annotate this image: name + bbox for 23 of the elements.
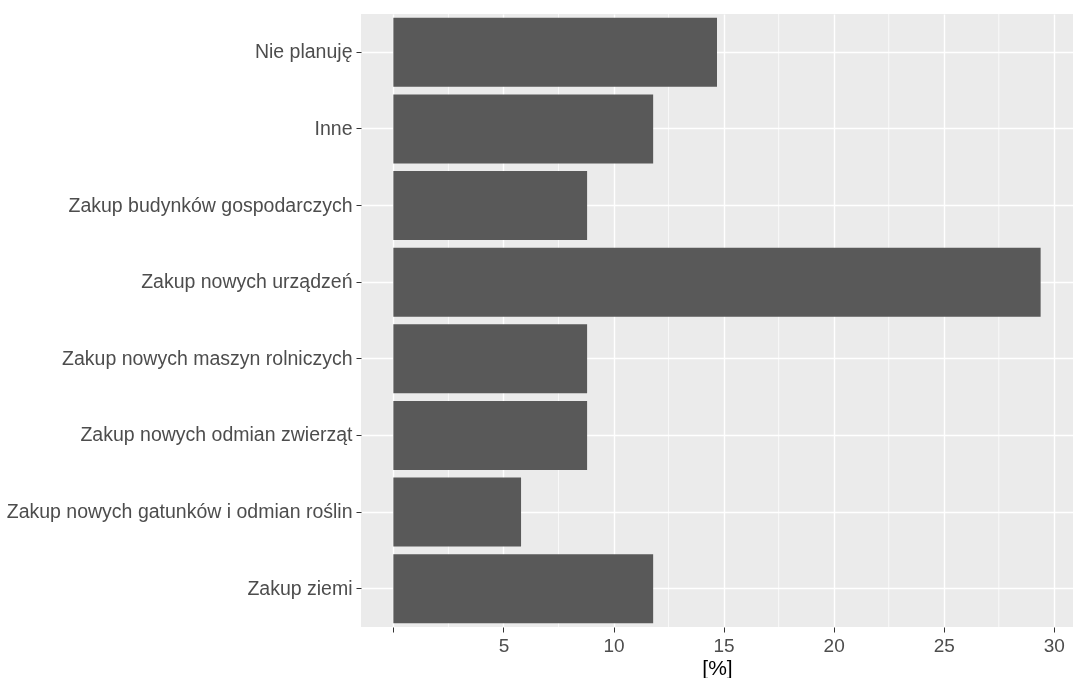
y-tick-label: Zakup nowych gatunków i odmian roślin	[6, 500, 353, 523]
x-axis-title: [%]	[702, 655, 733, 679]
bar	[393, 324, 588, 394]
y-tick-label: Zakup nowych maszyn rolniczych	[62, 346, 353, 369]
bar	[393, 247, 1041, 317]
x-tick-label: 5	[498, 634, 510, 656]
bar	[393, 477, 522, 547]
x-tick-label: 30	[1043, 634, 1065, 656]
bar	[393, 554, 654, 624]
bar	[393, 17, 717, 87]
bar	[393, 94, 654, 164]
x-tick-label: 15	[713, 634, 735, 656]
x-tick-label: 10	[603, 634, 625, 656]
x-tick-label: 20	[823, 634, 845, 656]
y-tick-label: Inne	[314, 116, 353, 139]
x-tick-label: 25	[933, 634, 955, 656]
bar	[393, 400, 588, 470]
y-tick-label: Nie planuję	[254, 40, 353, 63]
y-tick-label: Zakup budynków gospodarczych	[68, 193, 353, 216]
y-tick-label: Zakup ziemi	[247, 576, 353, 599]
y-tick-label: Zakup nowych urządzeń	[141, 270, 353, 293]
y-tick-label: Zakup nowych odmian zwierząt	[80, 423, 354, 446]
bar	[393, 171, 588, 241]
